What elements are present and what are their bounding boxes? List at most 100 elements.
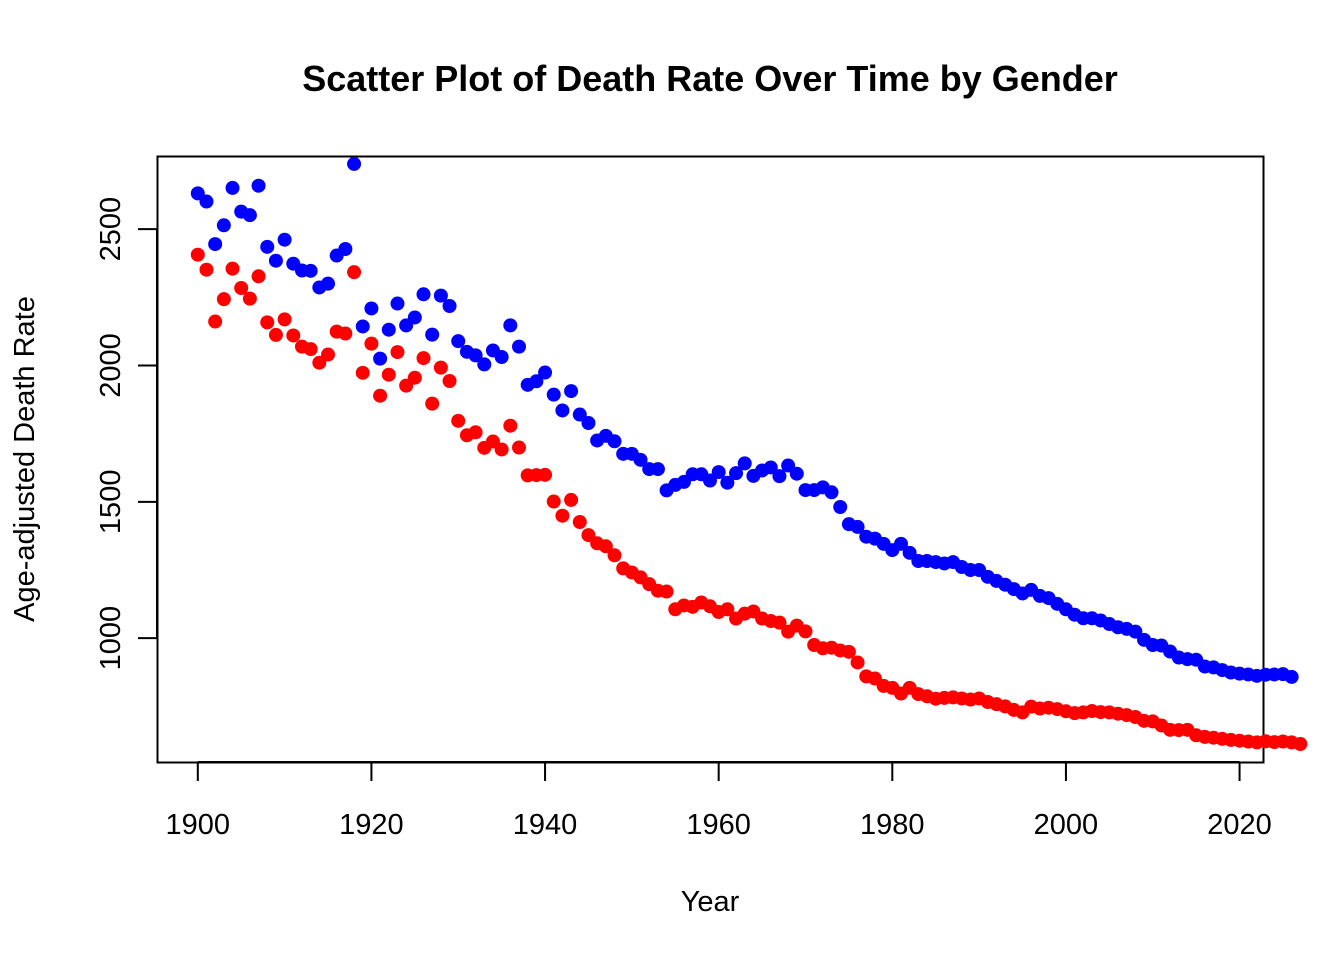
data-point	[494, 442, 509, 457]
data-point	[216, 218, 231, 233]
data-point	[425, 327, 440, 342]
data-point	[833, 500, 848, 514]
data-point	[303, 342, 318, 357]
data-point	[390, 296, 405, 311]
data-point	[729, 466, 744, 481]
data-point	[407, 370, 422, 385]
data-point	[268, 327, 283, 342]
data-point	[277, 312, 292, 327]
data-point	[451, 413, 466, 428]
data-point	[503, 418, 518, 433]
data-point	[416, 351, 431, 366]
data-point	[373, 351, 388, 366]
y-tick-label: 2500	[95, 197, 127, 262]
data-point	[338, 242, 353, 256]
red-series	[190, 247, 1308, 751]
data-point	[512, 440, 527, 455]
chart-title: Scatter Plot of Death Rate Over Time by …	[302, 58, 1118, 99]
blue-series	[190, 156, 1299, 684]
data-point	[477, 357, 492, 372]
data-point	[321, 276, 336, 291]
data-point	[355, 319, 370, 334]
data-point	[598, 539, 613, 554]
data-point	[260, 315, 275, 330]
data-point	[711, 465, 726, 480]
data-point	[581, 416, 596, 430]
data-point	[216, 292, 231, 307]
data-point	[720, 602, 735, 617]
data-point	[416, 287, 431, 302]
data-point	[737, 456, 752, 471]
data-point	[772, 469, 787, 484]
x-tick-label: 1940	[513, 809, 578, 841]
data-point	[442, 299, 457, 313]
data-point	[277, 232, 292, 247]
data-point	[225, 261, 240, 276]
data-point	[373, 388, 388, 403]
data-point	[1284, 669, 1299, 684]
data-point	[763, 460, 778, 475]
data-point	[286, 328, 301, 343]
data-point	[494, 350, 509, 364]
data-point	[572, 515, 587, 529]
x-axis: 1900 1920 1940 1960 1980 2000 2020	[166, 761, 1272, 841]
data-point	[703, 473, 717, 488]
y-axis: 1000 1500 2000 2500	[95, 197, 158, 671]
data-point	[633, 452, 648, 467]
data-point	[789, 466, 804, 481]
data-point	[512, 339, 527, 354]
data-point	[555, 403, 570, 418]
data-point	[433, 360, 448, 375]
data-point	[538, 365, 553, 380]
y-tick-label: 1500	[95, 470, 127, 535]
data-point	[893, 536, 908, 551]
data-point	[538, 467, 553, 482]
data-point	[251, 178, 266, 193]
data-point	[260, 239, 275, 254]
x-tick-label: 2000	[1034, 809, 1099, 841]
data-point	[208, 237, 223, 252]
data-point	[564, 492, 579, 507]
data-point	[650, 462, 665, 477]
data-point	[607, 434, 622, 449]
data-point	[1293, 737, 1308, 751]
data-point	[433, 288, 448, 303]
data-point	[199, 262, 214, 277]
data-point	[720, 475, 735, 490]
data-point	[347, 265, 362, 280]
data-point	[564, 384, 579, 399]
data-point	[321, 347, 336, 362]
data-point	[190, 247, 205, 262]
data-point	[798, 624, 813, 639]
x-tick-label: 2020	[1207, 809, 1272, 841]
data-point	[338, 326, 353, 341]
data-point	[607, 548, 622, 563]
data-point	[442, 374, 457, 388]
data-point	[242, 208, 257, 223]
data-points	[190, 156, 1308, 751]
data-point	[225, 180, 240, 195]
data-point	[529, 374, 544, 389]
x-axis-label: Year	[681, 886, 740, 918]
y-tick-label: 1000	[95, 606, 127, 671]
data-point	[364, 336, 379, 351]
data-point	[199, 194, 214, 209]
data-point	[364, 301, 379, 316]
data-point	[546, 387, 561, 402]
data-point	[251, 269, 266, 284]
data-point	[268, 253, 283, 268]
plot-frame	[156, 155, 1265, 764]
data-point	[824, 485, 839, 500]
data-point	[546, 494, 561, 509]
data-point	[850, 655, 865, 670]
y-axis-label: Age-adjusted Death Rate	[9, 296, 41, 622]
data-point	[503, 318, 518, 333]
x-tick-label: 1980	[860, 809, 925, 841]
x-tick-label: 1960	[686, 809, 751, 841]
x-tick-label: 1920	[339, 809, 404, 841]
x-tick-label: 1900	[166, 809, 231, 841]
data-point	[555, 508, 570, 523]
data-point	[390, 345, 405, 360]
data-point	[234, 281, 249, 295]
